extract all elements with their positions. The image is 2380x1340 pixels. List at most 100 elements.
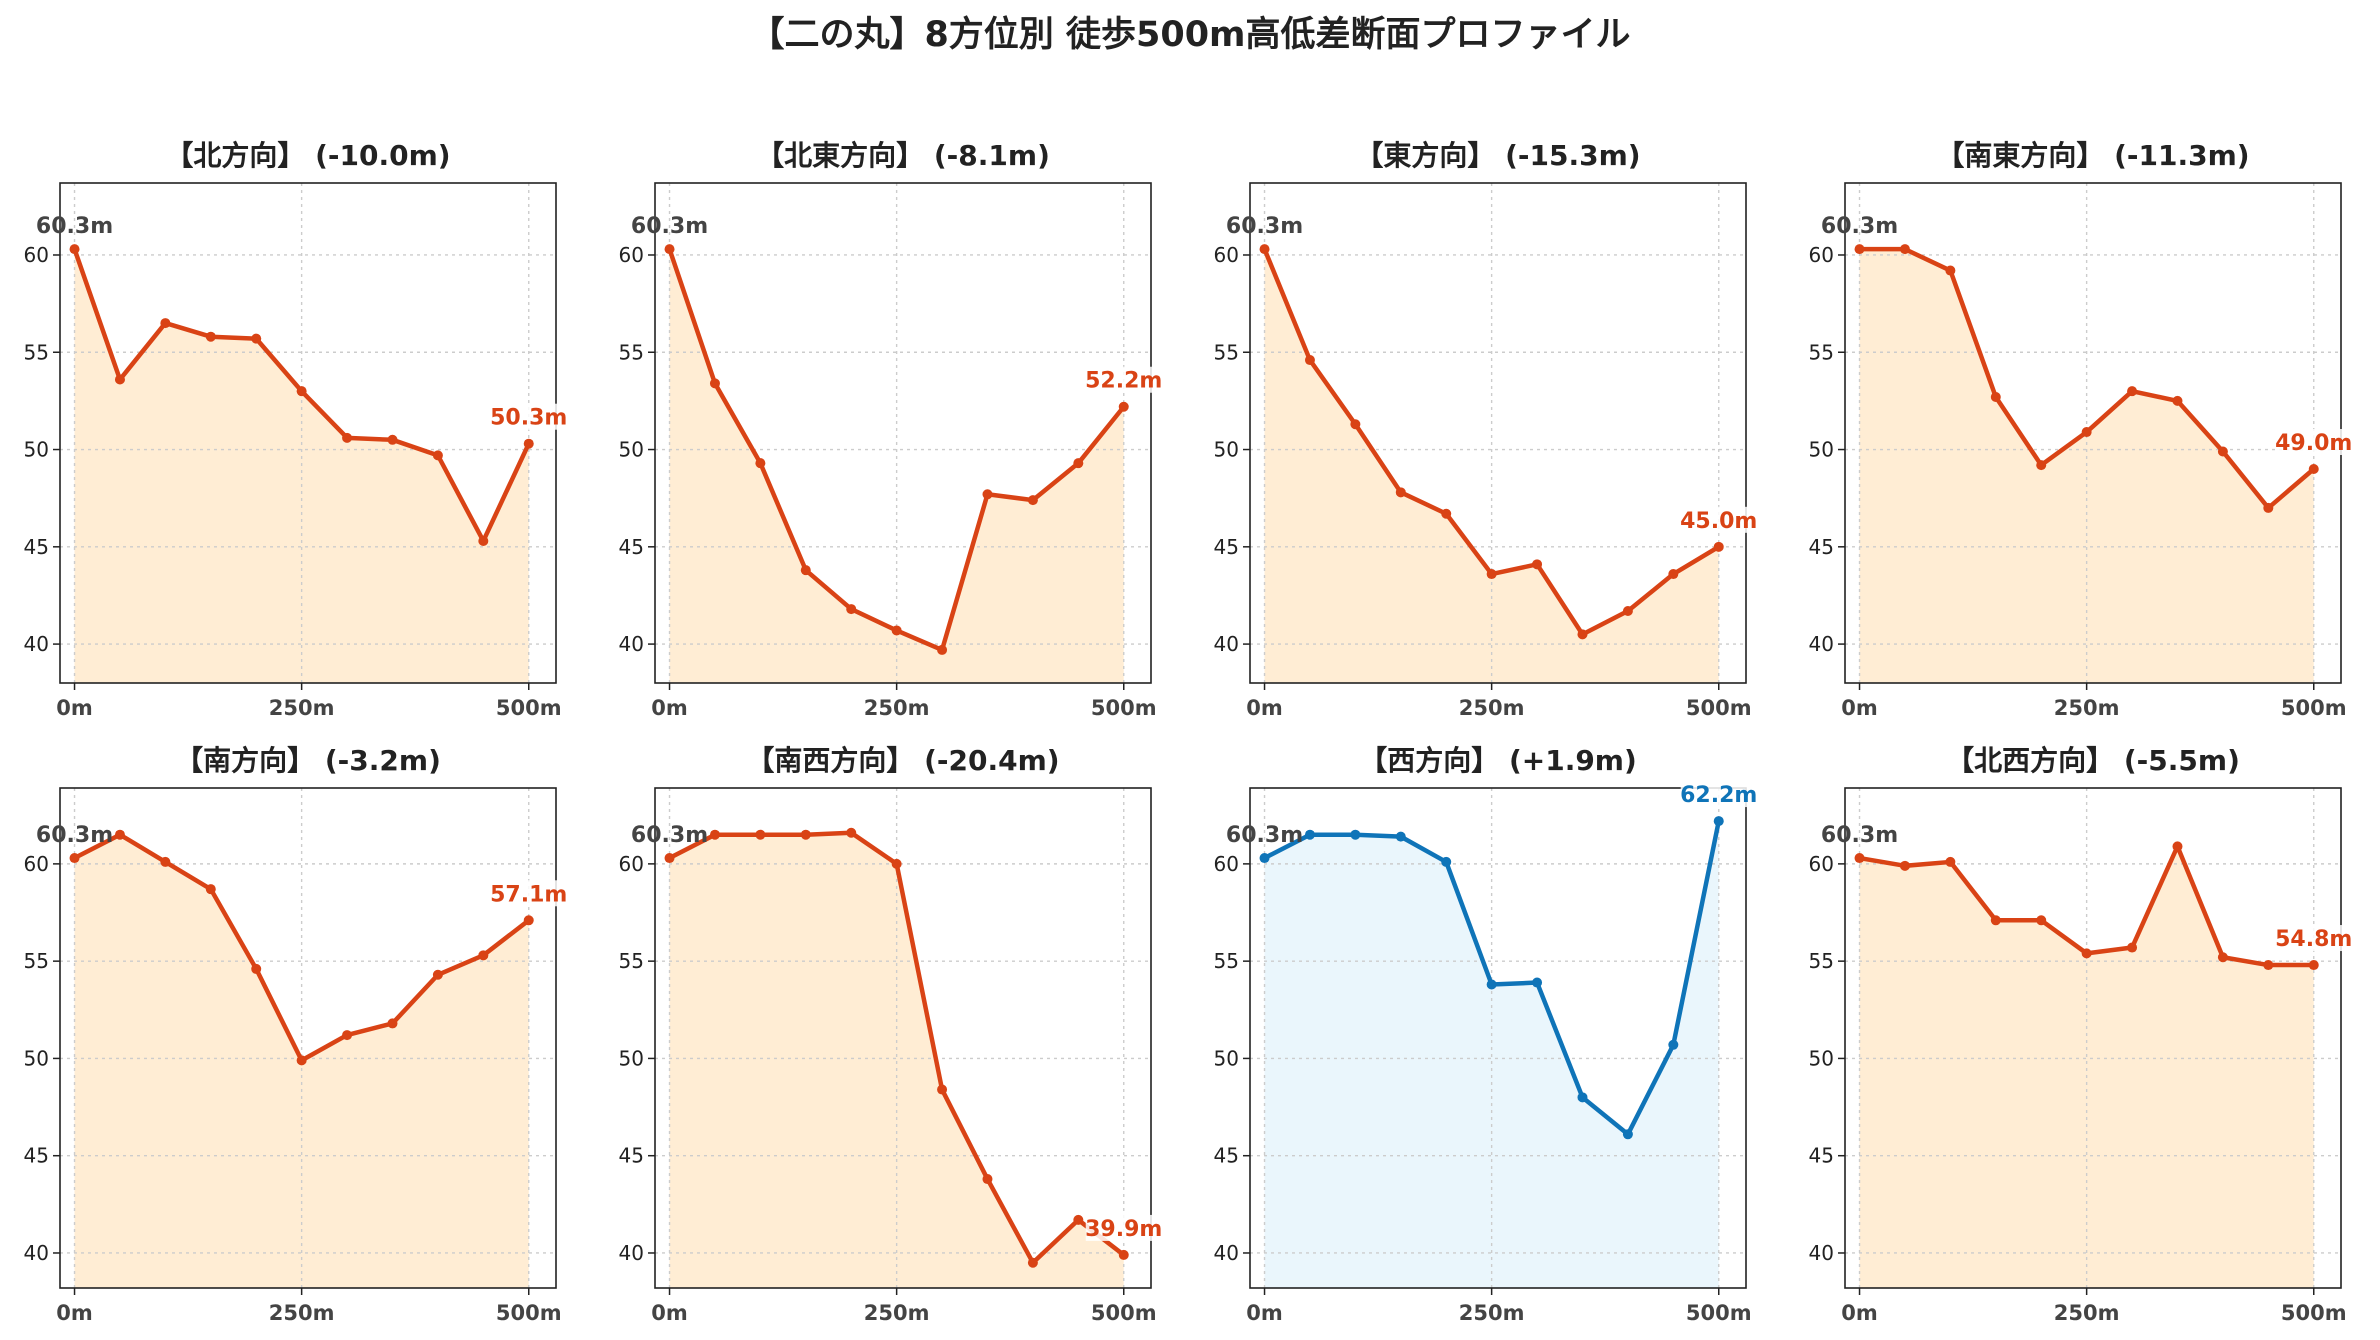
end-value-label: 62.2m: [1680, 783, 1757, 808]
chart-panel: 40 45 50 55 60 0m 250m 500m 60.3m 62.2m 【西方向】 (+1.…: [1214, 744, 1758, 1325]
x-tick-label: 0m: [1841, 696, 1878, 720]
data-point: [2308, 463, 2319, 474]
data-point: [2263, 960, 2274, 971]
panel-title: 【南方向】 (-3.2m): [175, 744, 441, 777]
chart-panel: 40 45 50 55 60 0m 250m 500m 60.3m 54.8m 【北西方向】 (-5…: [1809, 744, 2353, 1325]
start-value-label: 60.3m: [1821, 214, 1898, 239]
end-label-bg: [2275, 428, 2352, 455]
y-tick-label: 55: [1214, 340, 1239, 364]
data-point: [1441, 508, 1452, 519]
data-point: [1577, 1092, 1588, 1103]
data-point: [1350, 419, 1361, 430]
y-tick-label: 55: [1214, 949, 1239, 973]
y-tick-label: 45: [1809, 1144, 1834, 1168]
x-tick-label: 250m: [2054, 1301, 2120, 1325]
data-point: [523, 438, 534, 449]
y-tick-label: 45: [619, 1144, 644, 1168]
chart-panel: 40 45 50 55 60 0m 250m 500m 60.3m 50.3m 【北方向】 (-10…: [24, 139, 568, 720]
start-value-label: 60.3m: [1821, 823, 1898, 848]
y-tick-label: 45: [24, 1144, 49, 1168]
data-point: [1395, 831, 1406, 842]
area-fill: [74, 249, 529, 683]
y-tick-label: 55: [24, 949, 49, 973]
data-point: [1854, 853, 1865, 864]
x-tick-label: 0m: [651, 1301, 688, 1325]
y-tick-label: 45: [619, 535, 644, 559]
y-tick-label: 45: [1809, 535, 1834, 559]
data-point: [1304, 355, 1315, 366]
data-point: [800, 565, 811, 576]
x-tick-label: 500m: [1686, 696, 1752, 720]
x-tick-label: 250m: [864, 696, 930, 720]
data-point: [432, 450, 443, 461]
data-point: [432, 969, 443, 980]
data-point: [1441, 856, 1452, 867]
end-label-bg: [490, 880, 567, 907]
data-point: [114, 374, 125, 385]
x-tick-label: 250m: [269, 1301, 335, 1325]
data-point: [1577, 629, 1588, 640]
x-tick-label: 0m: [1246, 696, 1283, 720]
data-point: [2127, 942, 2138, 953]
start-value-label: 60.3m: [1226, 214, 1303, 239]
x-tick-label: 250m: [269, 696, 335, 720]
y-tick-label: 40: [619, 1241, 644, 1265]
chart-panel: 40 45 50 55 60 0m 250m 500m 60.3m 49.0m 【南東方向】 (-1…: [1809, 139, 2353, 720]
data-point: [2308, 960, 2319, 971]
data-point: [1532, 559, 1543, 570]
y-tick-label: 60: [619, 243, 644, 267]
plot-frame: [1844, 787, 2342, 1289]
data-point: [296, 386, 307, 397]
y-tick-label: 45: [1214, 535, 1239, 559]
end-value-label: 39.9m: [1085, 1217, 1162, 1242]
y-tick-label: 40: [1214, 1241, 1239, 1265]
y-tick-label: 55: [24, 340, 49, 364]
chart-panel: 40 45 50 55 60 0m 250m 500m 60.3m 45.0m 【東方向】 (-15…: [1214, 139, 1758, 720]
data-point: [2036, 460, 2047, 471]
end-label-bg: [1085, 1214, 1162, 1241]
chart-panel: 40 45 50 55 60 0m 250m 500m 60.3m 39.9m 【南西方向】 (-2…: [619, 744, 1163, 1325]
data-point: [387, 434, 398, 445]
data-point: [1486, 569, 1497, 580]
y-tick-label: 55: [619, 949, 644, 973]
data-point: [664, 853, 675, 864]
data-point: [937, 644, 948, 655]
end-value-label: 54.8m: [2275, 927, 2352, 952]
y-tick-label: 60: [24, 243, 49, 267]
data-point: [478, 950, 489, 961]
data-point: [160, 856, 171, 867]
data-point: [846, 604, 857, 615]
data-point: [2217, 446, 2228, 457]
x-tick-label: 0m: [1841, 1301, 1878, 1325]
panel-title: 【北方向】 (-10.0m): [165, 139, 450, 172]
y-tick-label: 50: [619, 1046, 644, 1070]
x-tick-label: 500m: [496, 1301, 562, 1325]
start-value-label: 60.3m: [36, 823, 113, 848]
data-point: [296, 1055, 307, 1066]
panel-title: 【東方向】 (-15.3m): [1355, 139, 1640, 172]
plot-frame: [1249, 787, 1747, 1289]
y-tick-label: 40: [24, 1241, 49, 1265]
x-tick-label: 500m: [1091, 1301, 1157, 1325]
data-point: [1259, 853, 1270, 864]
data-point: [982, 1174, 993, 1185]
data-point: [1713, 816, 1724, 827]
x-tick-label: 250m: [1459, 1301, 1525, 1325]
plot-frame: [654, 787, 1152, 1289]
y-tick-label: 45: [24, 535, 49, 559]
x-tick-label: 500m: [1091, 696, 1157, 720]
y-tick-label: 40: [1809, 632, 1834, 656]
data-point: [2081, 948, 2092, 959]
data-point: [1073, 458, 1084, 469]
x-tick-label: 250m: [1459, 696, 1525, 720]
data-point: [251, 333, 262, 344]
data-point: [982, 489, 993, 500]
data-point: [1668, 569, 1679, 580]
area-fill: [1264, 249, 1719, 683]
end-label-bg: [1085, 366, 1162, 393]
end-label-bg: [1680, 506, 1757, 533]
data-point: [846, 827, 857, 838]
data-point: [342, 1030, 353, 1041]
data-point: [755, 829, 766, 840]
